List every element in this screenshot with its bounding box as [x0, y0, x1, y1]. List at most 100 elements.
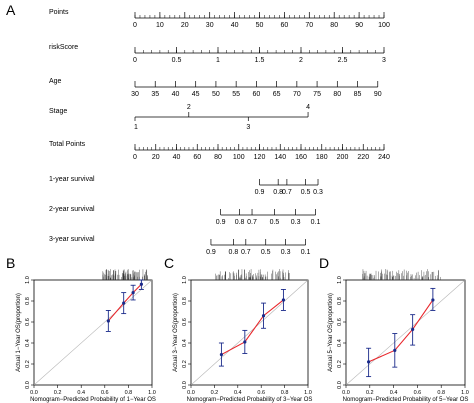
calibration-panels: 0.00.20.40.60.81.00.0 0.2 0.4 0.6 0.8 1.0Nomo…	[16, 269, 469, 403]
tick-label: 20	[152, 154, 160, 161]
tick-label: 0.8	[228, 249, 238, 256]
tick-label: 0.5	[301, 189, 311, 196]
y-tick-label: 1.0	[337, 276, 343, 284]
y-axis-title: Actual 5−Year OS(proportion)	[328, 293, 334, 372]
tick-label: 0.7	[247, 219, 257, 226]
x-tick-label: 0.4	[234, 390, 242, 396]
panel-label-c: C	[164, 255, 174, 271]
data-point	[219, 352, 224, 357]
tick-label: 40	[173, 154, 181, 161]
ideal-line	[345, 279, 466, 386]
tick-label: 100	[233, 154, 245, 161]
y-tick-label: 0.4	[182, 339, 188, 347]
tick-label: 70	[293, 91, 301, 98]
x-tick-label: 0.2	[211, 390, 219, 396]
x-axis-title: Nomogram−Predicted Probability of 1−Year…	[30, 397, 156, 403]
tick-label: 85	[354, 91, 362, 98]
row-label: Points	[49, 9, 69, 16]
y-tick-label: 0.4	[25, 339, 31, 347]
tick-label: 90	[374, 91, 382, 98]
panel-label-b: B	[6, 255, 15, 271]
tick-label: 1.5	[255, 57, 265, 64]
data-point	[243, 340, 247, 344]
tick-label: 90	[355, 22, 363, 29]
y-tick-label: 1.0	[25, 276, 31, 284]
y-axis-title: Actual 3−Year OS(proportion)	[173, 293, 179, 372]
data-point	[131, 291, 135, 295]
x-tick-label: 0.4	[390, 390, 398, 396]
tick-label: 0.7	[282, 189, 292, 196]
tick-label: 45	[192, 91, 200, 98]
x-axis-title: Nomogram−Predicted Probability of 3−Year…	[187, 397, 313, 403]
x-tick-label: 0.8	[281, 390, 289, 396]
tick-label: 40	[172, 91, 180, 98]
plot-frame	[345, 279, 466, 386]
tick-label: 0.3	[313, 189, 323, 196]
data-point	[139, 282, 143, 286]
tick-label: 2	[187, 104, 191, 111]
y-tick-label: 0.0	[25, 381, 31, 389]
tick-label: 100	[378, 22, 390, 29]
panel-label-d: D	[319, 255, 329, 271]
x-tick-label: 1.0	[461, 390, 469, 396]
tick-label: 65	[273, 91, 281, 98]
tick-label: 60	[252, 91, 260, 98]
data-point	[367, 360, 371, 364]
tick-label: 0	[133, 57, 137, 64]
x-tick-label: 0.0	[342, 390, 350, 396]
tick-label: 35	[151, 91, 159, 98]
calibration-line	[368, 299, 434, 363]
row-label: Total Points	[49, 141, 86, 148]
y-tick-label: 0.8	[337, 297, 343, 305]
y-tick-label: 0.6	[182, 318, 188, 326]
tick-label: 80	[214, 154, 222, 161]
tick-label: 0.8	[235, 219, 245, 226]
x-tick-label: 0.2	[366, 390, 374, 396]
y-tick-label: 0.6	[337, 318, 343, 326]
tick-label: 10	[156, 22, 164, 29]
tick-label: 0	[133, 154, 137, 161]
tick-label: 50	[212, 91, 220, 98]
rug-marks	[362, 269, 441, 280]
ideal-line	[33, 279, 153, 386]
data-point	[281, 298, 286, 302]
tick-label: 0.9	[255, 189, 265, 196]
x-tick-label: 0.2	[54, 390, 62, 396]
y-tick-label: 0.6	[25, 318, 31, 326]
row-label: riskScore	[49, 44, 78, 51]
rug-marks	[215, 269, 290, 280]
y-axis-title: Actual 1−Year OS(proportion)	[16, 293, 22, 372]
y-tick-label: 0.2	[25, 360, 31, 368]
tick-label: 220	[357, 154, 369, 161]
tick-label: 0	[133, 22, 137, 29]
tick-label: 55	[232, 91, 240, 98]
tick-label: 0.1	[301, 249, 311, 256]
row-label: 3-year survival	[49, 236, 95, 243]
tick-label: 0.5	[172, 57, 182, 64]
x-axis-title: Nomogram−Predicted Probability of 5−Year…	[343, 397, 469, 403]
tick-label: 200	[337, 154, 349, 161]
data-point	[393, 348, 397, 352]
data-point	[122, 301, 126, 305]
tick-label: 0.9	[216, 219, 226, 226]
tick-label: 120	[254, 154, 266, 161]
data-point	[106, 319, 110, 323]
tick-label: 0.9	[206, 249, 216, 256]
x-tick-label: 0.8	[125, 390, 133, 396]
plot-frame	[190, 279, 309, 386]
tick-label: 60	[193, 154, 201, 161]
y-tick-label: 0.8	[182, 297, 188, 305]
tick-label: 3	[246, 124, 250, 131]
tick-label: 30	[206, 22, 214, 29]
tick-label: 240	[378, 154, 390, 161]
tick-label: 75	[313, 91, 321, 98]
tick-label: 70	[305, 22, 313, 29]
x-tick-label: 1.0	[304, 390, 312, 396]
tick-label: 1	[216, 57, 220, 64]
y-tick-label: 1.0	[182, 276, 188, 284]
tick-label: 20	[181, 22, 189, 29]
tick-label: 140	[274, 154, 286, 161]
row-label: 2-year survival	[49, 206, 95, 213]
